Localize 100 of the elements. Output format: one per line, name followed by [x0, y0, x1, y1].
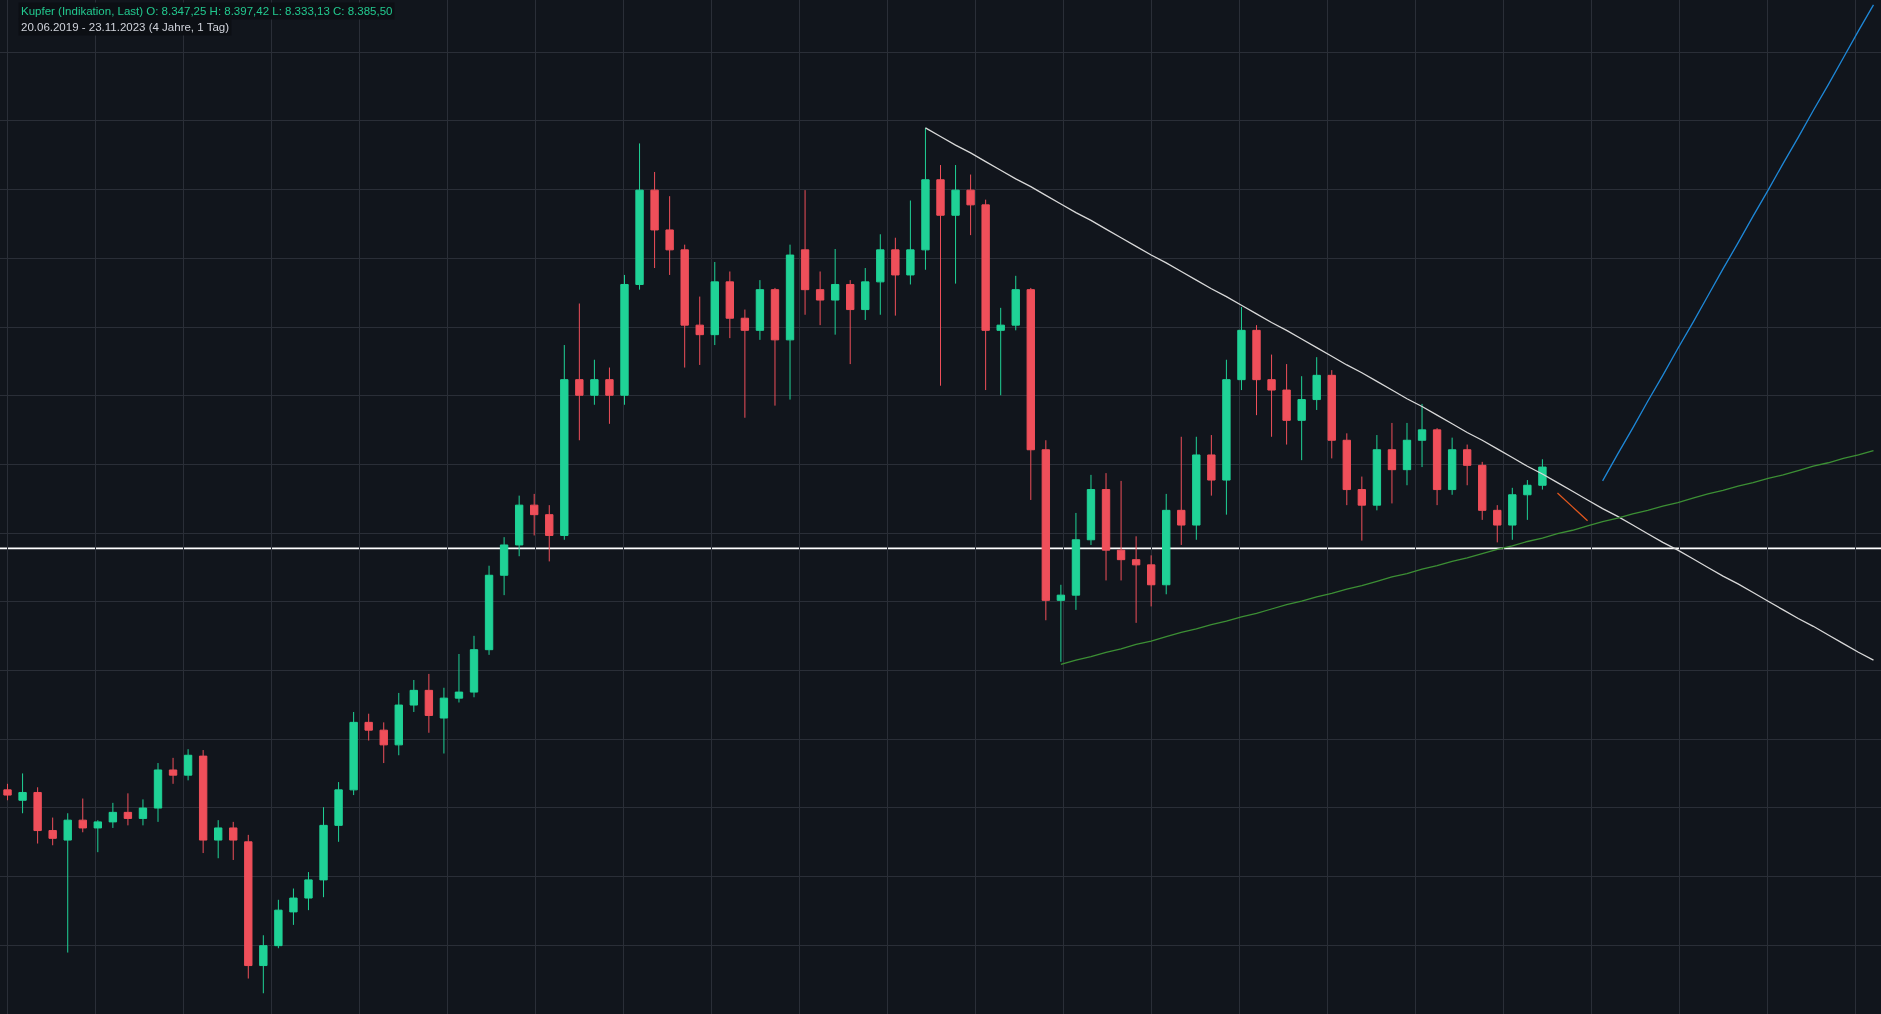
candlestick	[1267, 354, 1276, 438]
candlestick	[1237, 306, 1246, 391]
candlestick	[1116, 480, 1126, 581]
candlestick	[214, 819, 223, 859]
candlestick	[740, 309, 750, 419]
candlestick	[1402, 422, 1412, 486]
candlestick	[1432, 427, 1442, 506]
candlestick	[650, 171, 659, 269]
candlestick	[891, 237, 900, 317]
candlestick	[800, 189, 810, 316]
candlestick	[665, 195, 674, 276]
candlestick	[1523, 479, 1532, 521]
candlestick	[1131, 535, 1141, 624]
chart-title: Kupfer (Indikation, Last) O: 8.347,25 H: 8.397,42 L: 8.333,13 C: 8.385,50	[21, 5, 393, 17]
candlestick	[1041, 439, 1051, 621]
candlestick	[936, 164, 945, 387]
candlestick	[183, 748, 193, 781]
candlestick	[560, 344, 569, 541]
candlestick	[484, 565, 494, 656]
candlestick	[1372, 434, 1382, 511]
candlestick	[1207, 434, 1216, 497]
candlestick	[379, 721, 388, 764]
candlestick	[1357, 476, 1367, 542]
candlestick	[168, 757, 178, 785]
candlestick	[590, 359, 599, 406]
candlestick	[424, 673, 434, 734]
candlestick	[394, 692, 403, 756]
candlestick	[755, 279, 765, 341]
candlestick	[1222, 359, 1231, 516]
candlestick	[198, 749, 208, 854]
candlestick	[244, 834, 253, 980]
candlestick	[454, 653, 464, 703]
candlestick	[680, 244, 689, 369]
candlestick	[304, 871, 313, 911]
candlestick	[274, 899, 283, 949]
candlestick	[514, 495, 524, 557]
candlestick	[1417, 403, 1427, 468]
candlestick	[785, 244, 795, 401]
candlestick	[229, 821, 238, 861]
candlestick	[1387, 422, 1397, 504]
candlestick	[138, 798, 148, 826]
candlestick	[725, 270, 735, 339]
chart-subtitle: 20.06.2019 - 23.11.2023 (4 Jahre, 1 Tag)	[21, 21, 230, 33]
candlestick	[78, 798, 87, 833]
candlestick	[1538, 458, 1547, 491]
candlestick	[63, 812, 72, 954]
candlestick	[620, 274, 629, 406]
candlestick	[876, 233, 885, 316]
candlestick	[1478, 461, 1487, 521]
candlestick	[439, 687, 449, 755]
candlestick	[1252, 324, 1261, 416]
candlestick	[770, 287, 780, 407]
candlestick	[1146, 554, 1156, 607]
candlestick	[289, 888, 298, 926]
candlestick	[695, 296, 704, 366]
candlestick	[153, 762, 163, 823]
candlestick	[1056, 584, 1066, 663]
candlestick	[1101, 472, 1111, 581]
candlestick	[1327, 369, 1336, 459]
candlestick	[846, 279, 855, 365]
candlestick	[1071, 512, 1081, 611]
candlestick	[1086, 474, 1096, 546]
candlestick	[349, 711, 358, 796]
candlestick	[605, 367, 614, 425]
candlestick	[1462, 444, 1472, 486]
candlestick	[981, 199, 990, 391]
candlestick	[1297, 375, 1306, 461]
candlestick	[966, 174, 975, 236]
candlestick	[108, 802, 118, 829]
candlestick	[575, 303, 584, 441]
candlestick	[409, 679, 419, 713]
candlestick	[1508, 487, 1517, 541]
candlestick	[1493, 504, 1502, 543]
candlestick	[469, 635, 479, 698]
candlestick	[3, 783, 12, 801]
candlestick	[710, 261, 719, 346]
candlestick	[48, 817, 57, 846]
candlestick	[1342, 432, 1351, 506]
candlestick	[1447, 437, 1457, 496]
candlestick	[1026, 287, 1035, 501]
candlestick	[499, 536, 509, 596]
candlestick	[319, 806, 328, 898]
candlestick	[530, 493, 539, 536]
candlestick	[996, 307, 1005, 396]
candlestick	[1312, 356, 1321, 411]
candlestick	[830, 248, 840, 336]
candlestick	[93, 819, 102, 853]
candlestick	[1282, 363, 1291, 446]
candlestick	[545, 504, 554, 562]
candlestick	[635, 142, 644, 291]
candlestick	[334, 781, 343, 843]
candlestick	[1177, 436, 1186, 546]
candlestick	[364, 713, 373, 742]
candlestick	[921, 127, 930, 271]
candlestick	[861, 267, 870, 321]
candlestick	[951, 164, 960, 285]
candlestick	[815, 270, 825, 326]
candlestick	[18, 772, 27, 814]
candlestick	[33, 786, 42, 845]
candlestick	[1011, 275, 1020, 331]
